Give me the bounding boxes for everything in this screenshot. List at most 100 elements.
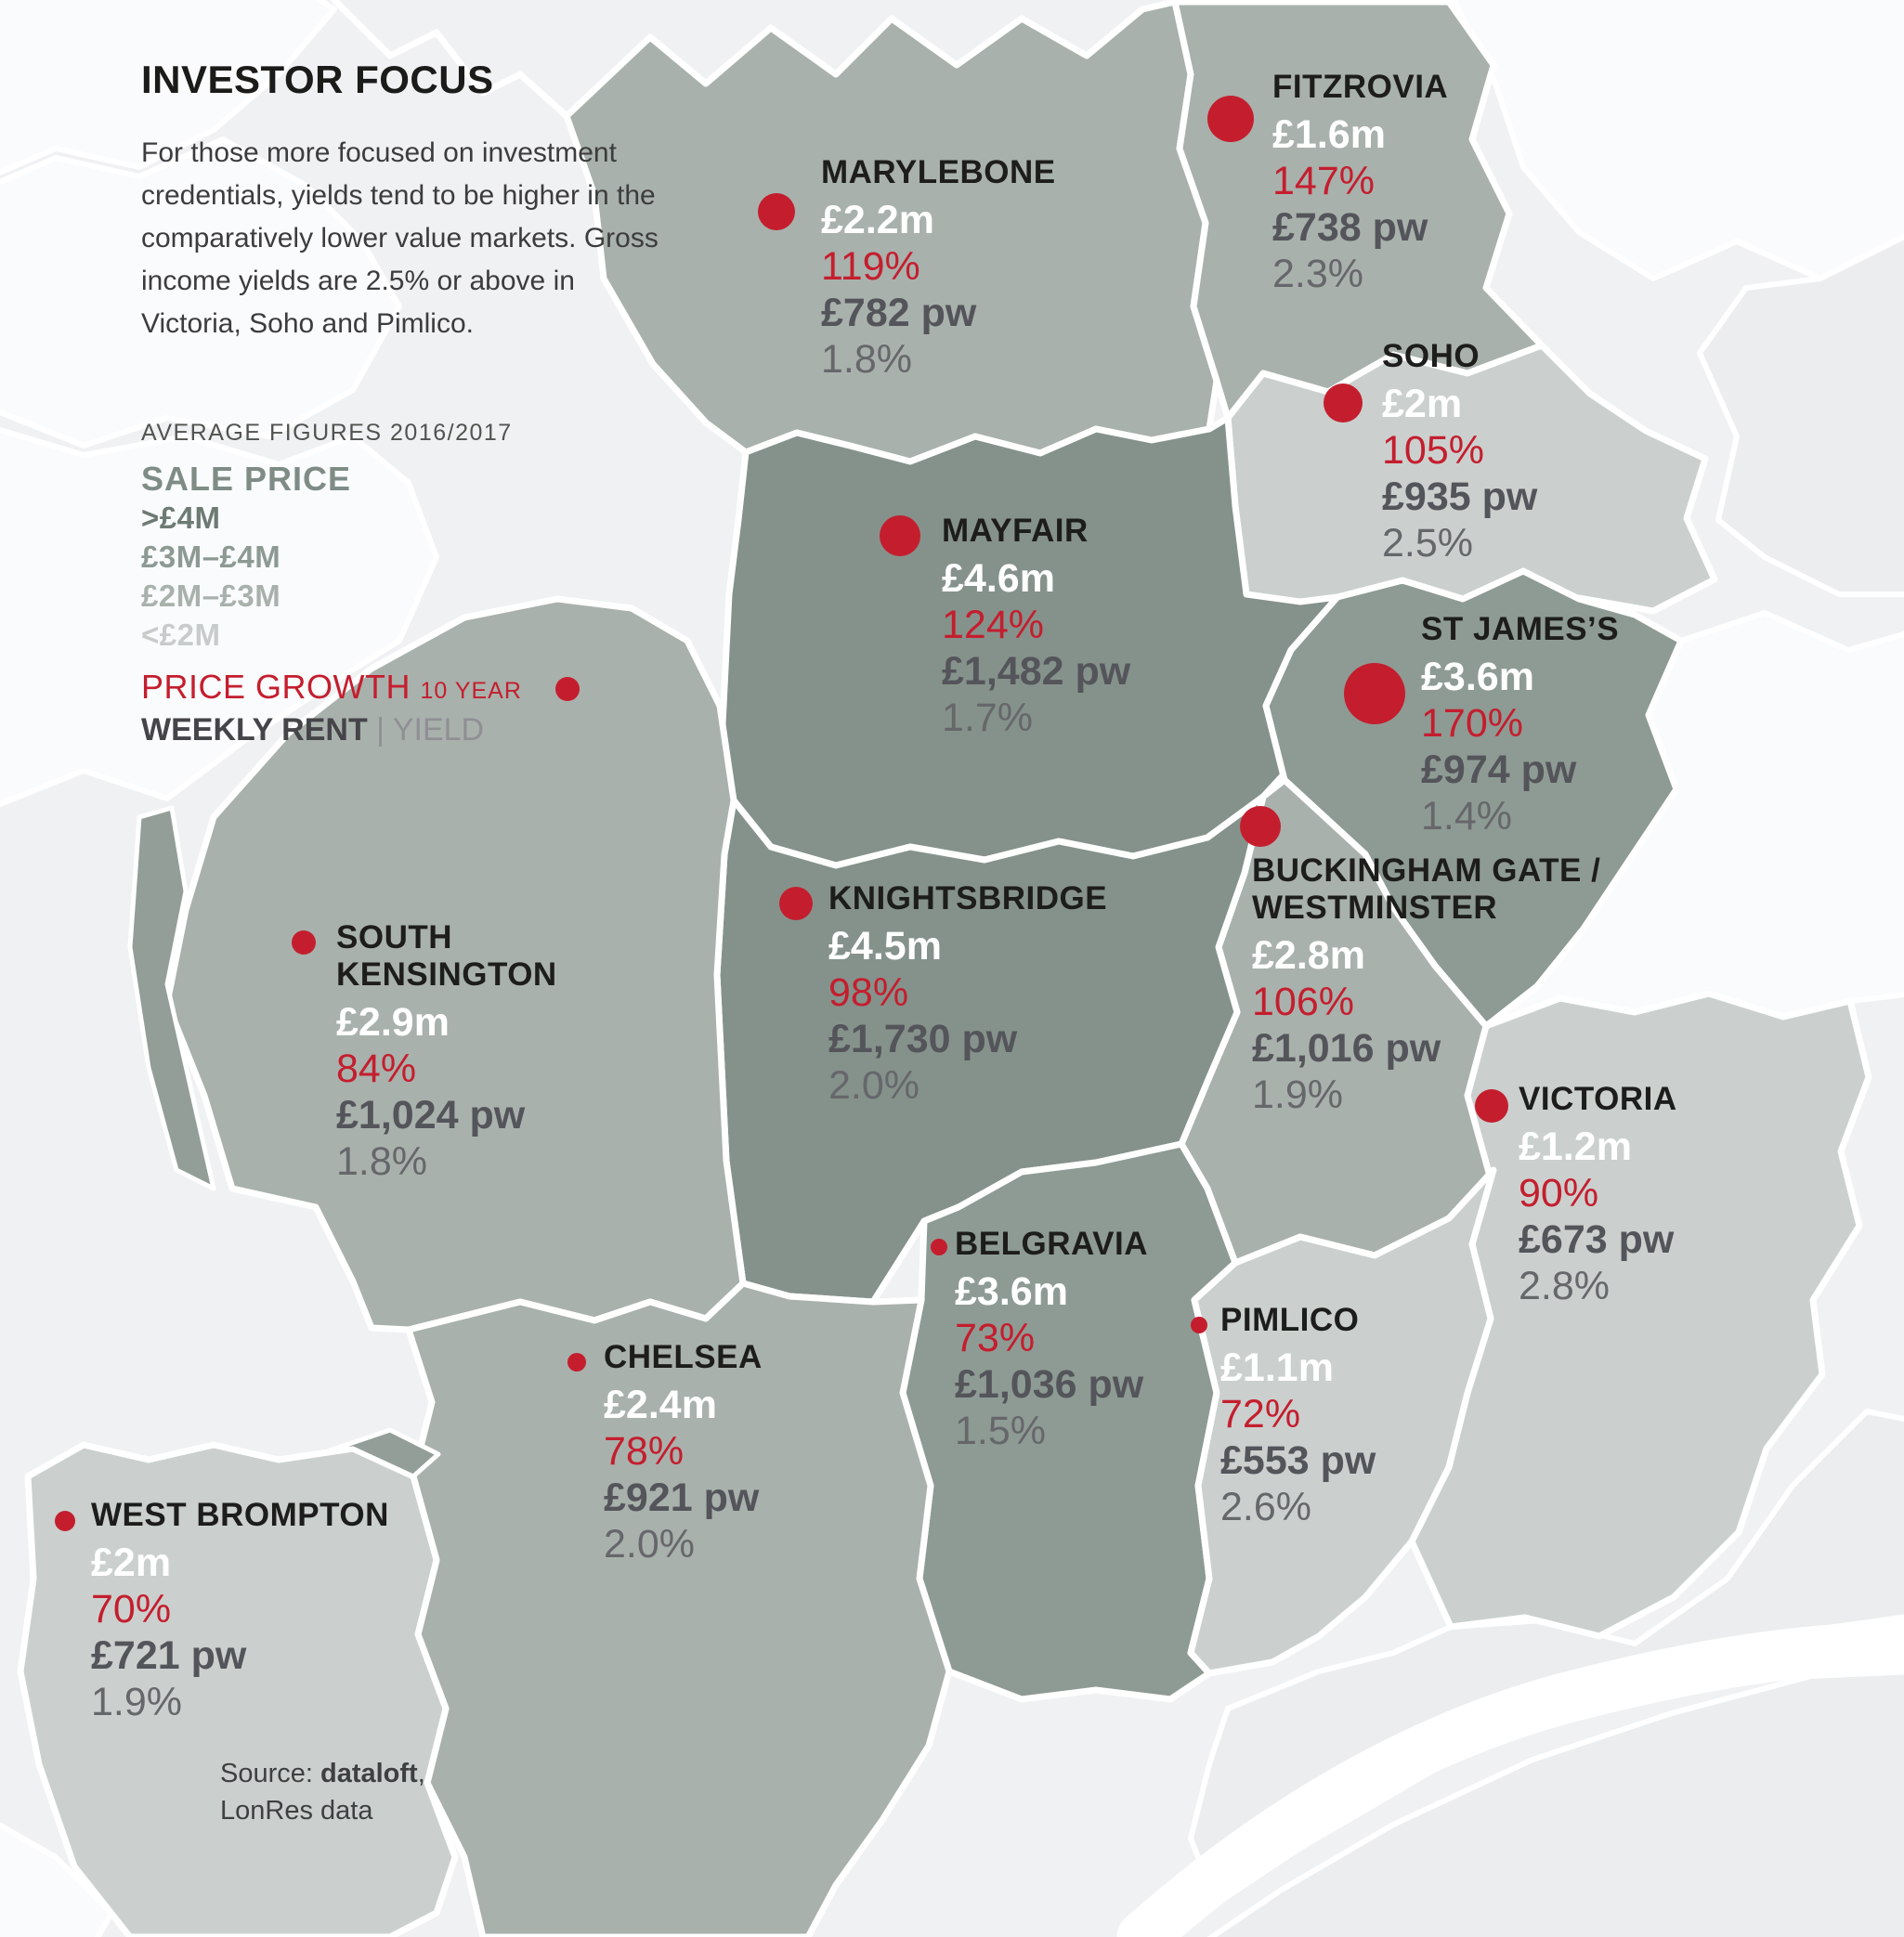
weekly-rent: £782 pw (821, 291, 977, 335)
price-growth: 106% (1252, 980, 1354, 1024)
background-borough (0, 0, 337, 176)
area-stats: £2m 70% £721 pw 1.9% (91, 1540, 389, 1725)
area-stats: £1.6m 147% £738 pw 2.3% (1272, 111, 1448, 297)
area-name: BUCKINGHAM GATE / WESTMINSTER (1252, 852, 1601, 926)
weekly-rent: £553 pw (1220, 1438, 1376, 1483)
area-name: MAYFAIR (942, 513, 1089, 549)
yield: 1.8% (336, 1139, 428, 1184)
region-fragment (127, 805, 216, 1191)
area-name: CHELSEA (604, 1339, 763, 1375)
area-victoria: VICTORIA £1.2m 90% £673 pw 2.8% (1519, 1081, 1677, 1309)
growth-dot-belgravia (931, 1239, 947, 1255)
price-growth: 72% (1220, 1392, 1301, 1436)
region-fragment (327, 1427, 441, 1479)
price-growth: 124% (942, 603, 1044, 647)
yield: 2.3% (1272, 252, 1364, 296)
area-name: SOHO (1382, 338, 1480, 374)
weekly-rent: £738 pw (1272, 205, 1428, 250)
legend-band-under-2m: <£2M (141, 618, 221, 652)
legend-price-growth-label: PRICE GROWTH (141, 668, 411, 706)
yield: 1.9% (1252, 1072, 1344, 1117)
sale-price: £2.4m (604, 1383, 717, 1427)
area-name: PIMLICO (1220, 1302, 1360, 1338)
sale-price: £1.2m (1519, 1124, 1632, 1169)
area-stats: £1.1m 72% £553 pw 2.6% (1220, 1345, 1376, 1530)
sale-price: £2.9m (336, 1000, 450, 1045)
growth-dot-soho (1324, 384, 1363, 422)
area-soho: SOHO £2m 105% £935 pw 2.5% (1382, 338, 1537, 566)
area-stats: £3.6m 73% £1,036 pw 1.5% (955, 1268, 1148, 1454)
area-name: VICTORIA (1519, 1081, 1677, 1117)
region-west-brompton (17, 1441, 459, 1937)
area-stats: £4.6m 124% £1,482 pw 1.7% (942, 555, 1130, 741)
background-borough (0, 426, 439, 808)
source-name: dataloft (320, 1759, 418, 1788)
area-stats: £1.2m 90% £673 pw 2.8% (1519, 1124, 1677, 1309)
area-name: WEST BROMPTON (91, 1497, 389, 1533)
sale-price: £2m (1382, 382, 1463, 426)
yield: 2.6% (1220, 1485, 1312, 1529)
weekly-rent: £974 pw (1421, 748, 1577, 792)
yield: 1.8% (821, 337, 913, 382)
area-name: SOUTH KENSINGTON (336, 919, 557, 993)
legend: AVERAGE FIGURES 2016/2017 SALE PRICE >£4… (141, 420, 661, 748)
yield: 1.9% (91, 1680, 183, 1724)
sale-price: £3.6m (955, 1269, 1068, 1314)
area-south-kensington: SOUTH KENSINGTON £2.9m 84% £1,024 pw 1.8… (336, 919, 610, 1185)
yield: 2.5% (1382, 521, 1474, 566)
price-growth: 84% (336, 1046, 417, 1091)
header: INVESTOR FOCUS For those more focused on… (141, 58, 698, 345)
area-stats: £2m 105% £935 pw 2.5% (1382, 381, 1537, 566)
legend-price-growth-period: 10 YEAR (420, 678, 522, 704)
legend-separator: | (367, 712, 393, 748)
area-stats: £2.2m 119% £782 pw 1.8% (821, 197, 1056, 383)
area-name: BELGRAVIA (955, 1226, 1149, 1262)
weekly-rent: £935 pw (1382, 474, 1538, 519)
source-prefix: Source: (220, 1759, 320, 1788)
sale-price: £2.2m (821, 198, 934, 242)
sale-price: £4.5m (828, 924, 942, 968)
background-borough (1206, 1669, 1904, 1937)
legend-weekly-rent: WEEKLY RENT | YIELD (141, 712, 661, 748)
growth-dot-marylebone (758, 193, 795, 230)
growth-dot-fitzrovia (1207, 96, 1254, 142)
area-fitzrovia: FITZROVIA £1.6m 147% £738 pw 2.3% (1272, 69, 1448, 297)
yield: 2.0% (828, 1063, 920, 1108)
legend-yield-label: YIELD (392, 712, 485, 748)
area-buckingham-gate-westminster: BUCKINGHAM GATE / WESTMINSTER £2.8m 106%… (1252, 852, 1665, 1118)
weekly-rent: £1,024 pw (336, 1093, 526, 1138)
background-borough (0, 1822, 114, 1937)
legend-band-2m-3m: £2M–£3M (141, 578, 281, 613)
background-borough (1450, 0, 1904, 281)
weekly-rent: £1,730 pw (828, 1017, 1018, 1061)
growth-dot-south-kensington (292, 930, 316, 955)
growth-dot-icon (555, 677, 580, 702)
legend-weekly-rent-label: WEEKLY RENT (141, 712, 368, 748)
source-note: Source: dataloft, LonRes data (220, 1755, 425, 1829)
background-borough (0, 136, 402, 448)
legend-band-3m-4m: £3M–£4M (141, 540, 281, 574)
area-belgravia: BELGRAVIA £3.6m 73% £1,036 pw 1.5% (955, 1226, 1148, 1454)
yield: 2.0% (604, 1522, 696, 1566)
sale-price: £2.8m (1252, 933, 1365, 978)
sale-price: £2m (91, 1540, 172, 1585)
area-name: ST JAMES’S (1421, 611, 1620, 647)
growth-dot-pimlico (1191, 1317, 1207, 1333)
yield: 2.8% (1519, 1264, 1611, 1308)
legend-band-over-4m: >£4M (141, 500, 221, 535)
sale-price: £4.6m (942, 556, 1055, 601)
price-growth: 90% (1519, 1171, 1599, 1216)
intro-text: For those more focused on investment cre… (141, 137, 659, 339)
area-stats: £2.8m 106% £1,016 pw 1.9% (1252, 932, 1665, 1118)
source-line2: LonRes data (220, 1796, 373, 1826)
yield: 1.4% (1421, 794, 1513, 838)
sale-price: £1.6m (1272, 112, 1386, 157)
source-suffix: , (417, 1759, 425, 1788)
region-pimlico (1187, 1166, 1497, 1677)
price-growth: 98% (828, 970, 909, 1015)
area-knightsbridge: KNIGHTSBRIDGE £4.5m 98% £1,730 pw 2.0% (828, 880, 1107, 1109)
river-thames (1116, 1619, 1904, 1937)
area-stats: £2.4m 78% £921 pw 2.0% (604, 1382, 763, 1567)
area-stats: £3.6m 170% £974 pw 1.4% (1421, 654, 1619, 839)
weekly-rent: £1,482 pw (942, 649, 1131, 694)
